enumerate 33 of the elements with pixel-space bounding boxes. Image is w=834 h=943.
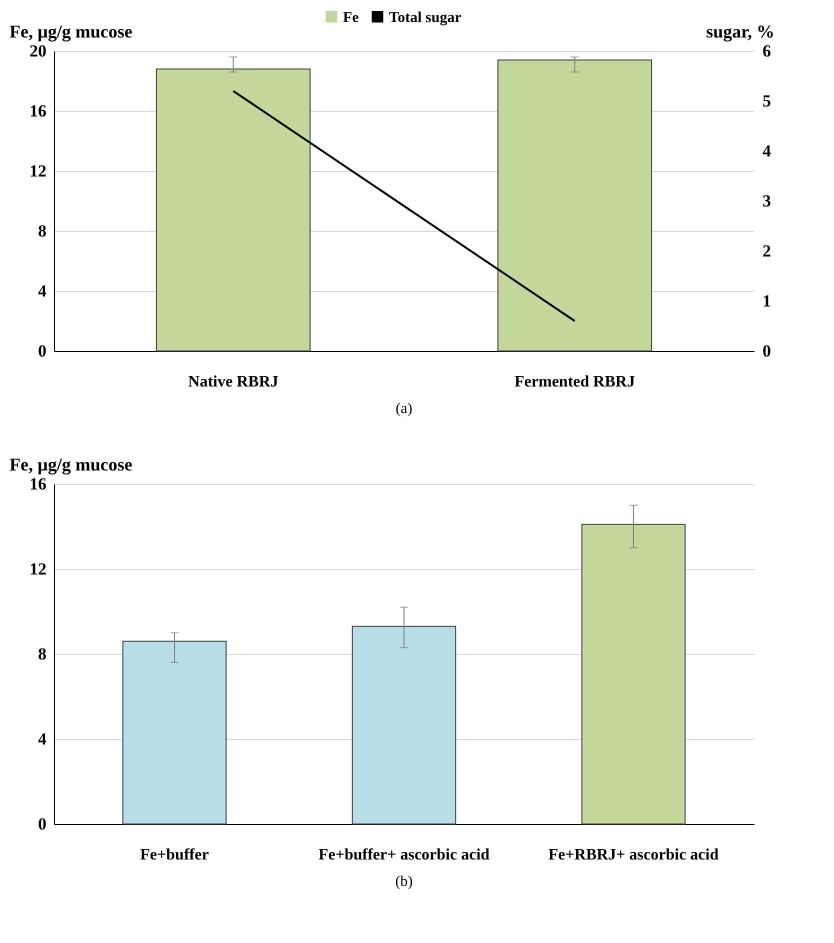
y-tick-label: 12	[30, 162, 46, 180]
y-axis-title: Fe, µg/g mucose	[10, 22, 132, 42]
y-tick-label: 4	[38, 282, 47, 300]
y2-tick-label: 0	[762, 342, 771, 360]
bar	[352, 626, 456, 824]
x-tick-label: Fe+RBRJ+ ascorbic acid	[548, 846, 719, 864]
text: (b)	[395, 874, 413, 890]
legend-label: Fe	[343, 10, 360, 26]
y2-tick-label: 5	[762, 92, 771, 110]
y2-tick-label: 6	[762, 42, 771, 60]
x-tick-label: Fe+buffer+ ascorbic acid	[318, 846, 490, 864]
y2-tick-label: 3	[762, 192, 771, 210]
y-tick-label: 20	[30, 42, 46, 60]
y-tick-label: 12	[30, 560, 46, 578]
y-tick-label: 0	[38, 342, 46, 360]
y2-tick-label: 1	[762, 292, 771, 310]
y2-tick-label: 4	[762, 142, 772, 160]
y-tick-label: 4	[38, 730, 47, 748]
y-tick-label: 8	[38, 222, 46, 240]
y-tick-label: 8	[38, 644, 46, 664]
x-tick-label: Fermented RBRJ	[514, 374, 635, 390]
y2-axis-title: sugar, %	[706, 22, 774, 42]
y-axis-title: Fe, µg/g mucose	[10, 454, 132, 474]
y-tick-label: 0	[38, 814, 46, 834]
x-tick-label: Native RBRJ	[188, 374, 278, 390]
x-tick-label: Fe+buffer	[140, 846, 209, 864]
text: (a)	[396, 401, 412, 417]
y2-tick-label: 2	[762, 242, 771, 260]
bar	[122, 640, 227, 824]
bar	[581, 524, 686, 824]
y-tick-label: 16	[30, 474, 46, 494]
legend-label: Total sugar	[389, 10, 462, 26]
y-tick-label: 16	[30, 102, 46, 120]
